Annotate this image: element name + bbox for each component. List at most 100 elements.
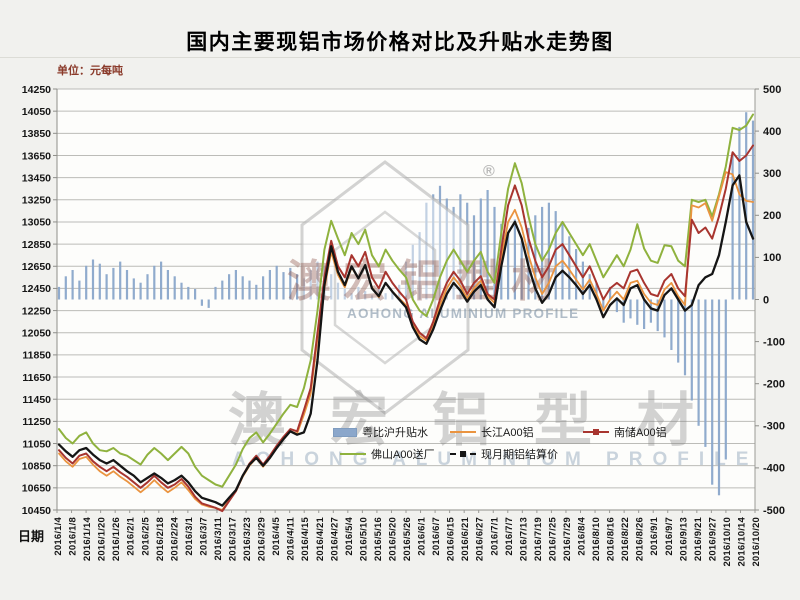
left-axis-tick-label: 13250: [22, 195, 51, 207]
x-axis-labels: 2016/1/4 2016/1/8 2016/1/14 2016/1/20 2016/1…: [53, 510, 762, 567]
premium-bar: [364, 291, 367, 300]
x-axis-tick-label: 2016/9/1: [649, 516, 660, 555]
premium-bar: [479, 198, 482, 300]
registered-trademark-icon: ®: [483, 163, 495, 180]
brand-hexagon-inner: [333, 210, 437, 365]
legend-item-foshan-a00: 佛山A00送厂: [340, 446, 435, 462]
x-axis-tick-label: 2016/9/13: [678, 517, 689, 561]
legend-item-settlement-price: 现月期铝结算价: [450, 446, 558, 462]
premium-bar: [697, 299, 700, 426]
premium-bar: [690, 299, 693, 401]
x-axis-tick-label: 2016/1/8: [68, 517, 79, 556]
premium-bar: [302, 278, 305, 300]
premium-bar: [751, 120, 755, 300]
premium-bar: [180, 282, 183, 300]
premium-bar: [459, 194, 462, 300]
x-axis-tick-label: 2016/6/1: [417, 516, 428, 555]
premium-bar: [330, 274, 333, 300]
premium-bar: [132, 278, 135, 300]
premium-bar: [91, 259, 95, 300]
x-axis-tick-label: 2016/1/14: [82, 516, 93, 561]
right-axis-tick-label: -300: [763, 421, 785, 433]
premium-bar: [336, 282, 340, 300]
premium-bar: [452, 206, 455, 300]
premium-bar: [656, 299, 659, 332]
x-axis-tick-label: 2016/4/21: [315, 516, 326, 561]
premium-bar: [568, 236, 571, 300]
premium-bar: [411, 244, 414, 300]
premium-bar: [57, 286, 61, 300]
left-axis-tick-label: 11650: [22, 372, 51, 384]
left-axis-tick-label: 10450: [22, 505, 51, 517]
premium-bar: [166, 270, 169, 300]
premium-bar: [513, 219, 516, 300]
right-axis-tick-label: 500: [763, 84, 781, 96]
premium-bar: [173, 276, 176, 300]
premium-bar: [438, 185, 442, 300]
left-axis-tick-label: 12250: [22, 305, 51, 317]
x-axis-tick-label: 2016/3/29: [257, 517, 268, 561]
premium-bar: [724, 299, 727, 460]
right-axis-tick-label: -500: [763, 505, 785, 517]
premium-bar: [425, 202, 428, 300]
premium-bar: [268, 270, 271, 300]
x-axis-tick-label: 2016/7/13: [518, 517, 529, 561]
premium-bar: [214, 286, 217, 300]
premium-bar: [316, 261, 319, 300]
premium-bar: [384, 293, 387, 300]
premium-bar: [343, 289, 346, 300]
x-axis-tick-label: 2016/10/20: [751, 517, 762, 567]
x-axis-tick-label: 2016/3/17: [228, 517, 239, 561]
left-axis-tick-label: 13850: [22, 128, 51, 140]
right-axis-tick-label: 100: [763, 252, 781, 264]
premium-bar: [207, 299, 210, 308]
premium-bar: [595, 282, 598, 300]
right-axis-tick-label: -200: [763, 379, 785, 391]
x-axis-tick-label: 2016/1/26: [111, 517, 122, 561]
x-axis-tick-label: 2016/3/7: [198, 517, 209, 556]
premium-bar: [663, 299, 666, 338]
title-divider: [0, 57, 800, 58]
premium-bar: [581, 261, 584, 300]
series-line-settlement-price: [57, 174, 755, 507]
x-axis-tick-label: 2016/4/27: [329, 517, 340, 561]
premium-bar: [309, 270, 312, 300]
premium-bar: [472, 215, 476, 300]
left-axis-tick-label: 12650: [22, 261, 51, 273]
premium-bar: [677, 299, 680, 363]
x-axis-tick-label: 2016/1/4: [53, 516, 64, 555]
x-axis-tick-label: 2016/6/15: [446, 516, 457, 561]
premium-bar: [296, 274, 299, 300]
left-axis-tick-label: 11250: [22, 416, 51, 428]
left-axis-tick-label: 14050: [22, 106, 51, 118]
x-axis-tick-label: 2016/10/10: [722, 517, 733, 567]
premium-bar: [228, 274, 231, 300]
x-axis-tick-label: 2016/7/1: [489, 516, 500, 555]
x-axis-tick-label: 2016/3/23: [242, 517, 253, 561]
x-axis-tick-label: 2016/5/10: [358, 517, 369, 561]
premium-bar: [541, 206, 544, 300]
premium-bar: [119, 261, 122, 300]
premium-bar: [636, 299, 639, 325]
x-axis-tick-label: 2016/8/16: [606, 517, 617, 561]
left-axis-tick-label: 12450: [22, 283, 51, 295]
x-axis-tick-label: 2016/6/7: [431, 517, 442, 556]
x-axis-tick-label: 2016/8/4: [577, 516, 588, 555]
x-axis-tick-label: 2016/6/27: [475, 517, 486, 561]
legend-swatch-changjiang-a00: [450, 430, 476, 434]
premium-bar: [683, 299, 687, 376]
premium-bar: [71, 270, 74, 300]
premium-bar: [493, 206, 496, 300]
premium-bar: [418, 232, 421, 300]
premium-bar: [486, 190, 489, 300]
x-axis-tick-label: 2016/3/1: [184, 516, 195, 555]
premium-bar: [391, 291, 394, 300]
legend-label: 佛山A00送厂: [371, 449, 435, 461]
premium-bar: [643, 299, 646, 329]
left-axis-tick-label: 14250: [22, 84, 51, 96]
x-axis-tick-label: 2016/9/7: [664, 517, 675, 556]
premium-bar: [554, 211, 557, 300]
x-axis-tick-label: 2016/7/29: [562, 517, 573, 561]
premium-bar: [234, 270, 237, 300]
legend-swatch-nanchu-a00: [583, 429, 609, 436]
